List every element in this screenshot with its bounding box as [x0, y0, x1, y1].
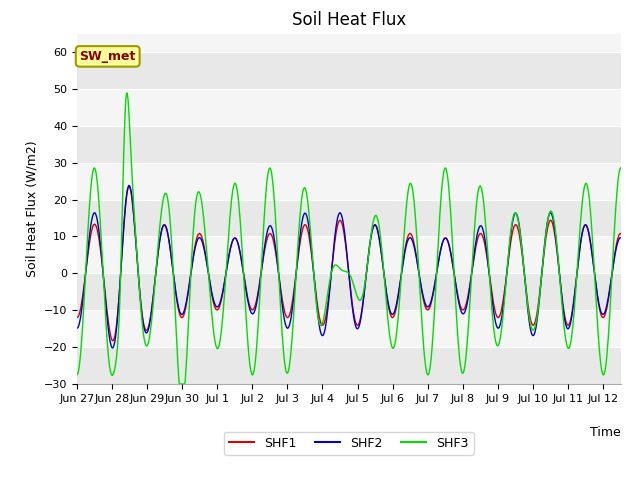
- SHF1: [73, 315, 81, 321]
- SHF1: [327, 274, 335, 280]
- SHF3: [75, 365, 83, 371]
- SHF1: [617, 230, 625, 236]
- SHF1: [75, 312, 83, 318]
- Y-axis label: Soil Heat Flux (W/m2): Soil Heat Flux (W/m2): [25, 141, 38, 277]
- Bar: [77, 273, 621, 310]
- SHF2: [465, 293, 472, 299]
- Bar: [77, 89, 621, 126]
- SHF1: [150, 283, 158, 288]
- Bar: [77, 310, 621, 347]
- SHF3: [123, 90, 131, 96]
- Legend: SHF1, SHF2, SHF3: SHF1, SHF2, SHF3: [224, 432, 474, 455]
- SHF3: [175, 381, 183, 387]
- Bar: [77, 15, 621, 52]
- SHF3: [150, 296, 157, 301]
- SHF3: [617, 165, 625, 171]
- X-axis label: Time: Time: [590, 426, 621, 439]
- SHF3: [327, 272, 335, 278]
- SHF2: [150, 283, 158, 289]
- SHF3: [465, 322, 472, 327]
- SHF2: [73, 325, 81, 331]
- SHF3: [73, 372, 81, 378]
- Line: SHF1: SHF1: [77, 187, 621, 341]
- SHF2: [75, 322, 83, 328]
- Text: SW_met: SW_met: [79, 50, 136, 63]
- Title: Soil Heat Flux: Soil Heat Flux: [292, 11, 406, 29]
- SHF3: [307, 227, 314, 232]
- SHF2: [125, 183, 132, 189]
- SHF1: [307, 242, 314, 248]
- Bar: [77, 237, 621, 273]
- SHF2: [327, 275, 335, 280]
- SHF2: [617, 235, 625, 240]
- Bar: [77, 200, 621, 237]
- SHF1: [109, 338, 116, 344]
- Bar: [77, 163, 621, 200]
- SHF3: [478, 186, 486, 192]
- Line: SHF3: SHF3: [77, 93, 621, 384]
- SHF1: [125, 184, 132, 190]
- SHF2: [109, 345, 116, 351]
- SHF2: [307, 236, 314, 242]
- Bar: [77, 52, 621, 89]
- Bar: [77, 126, 621, 163]
- SHF1: [478, 231, 486, 237]
- SHF1: [465, 290, 472, 296]
- Bar: [77, 347, 621, 384]
- Line: SHF2: SHF2: [77, 186, 621, 348]
- SHF2: [478, 224, 486, 229]
